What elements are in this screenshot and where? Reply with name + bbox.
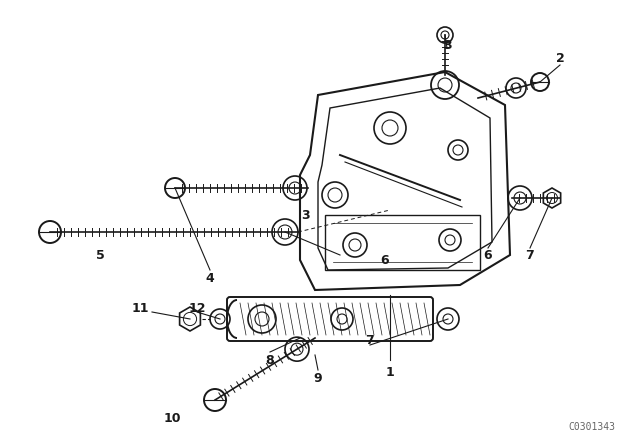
Text: 4: 4 bbox=[205, 271, 214, 284]
Bar bbox=[325, 215, 480, 270]
Text: 3: 3 bbox=[301, 208, 309, 221]
Text: 8: 8 bbox=[266, 353, 275, 366]
Text: 12: 12 bbox=[188, 302, 205, 314]
Text: 2: 2 bbox=[556, 52, 564, 65]
Text: 7: 7 bbox=[525, 249, 534, 262]
Text: 7: 7 bbox=[365, 333, 374, 346]
Text: 5: 5 bbox=[95, 249, 104, 262]
Text: 6: 6 bbox=[381, 254, 389, 267]
Text: 3: 3 bbox=[443, 39, 451, 52]
Text: 1: 1 bbox=[386, 366, 394, 379]
Text: 9: 9 bbox=[314, 371, 323, 384]
Text: 10: 10 bbox=[163, 412, 180, 425]
Text: 11: 11 bbox=[131, 302, 148, 314]
Text: 6: 6 bbox=[484, 249, 492, 262]
Text: C0301343: C0301343 bbox=[568, 422, 615, 432]
